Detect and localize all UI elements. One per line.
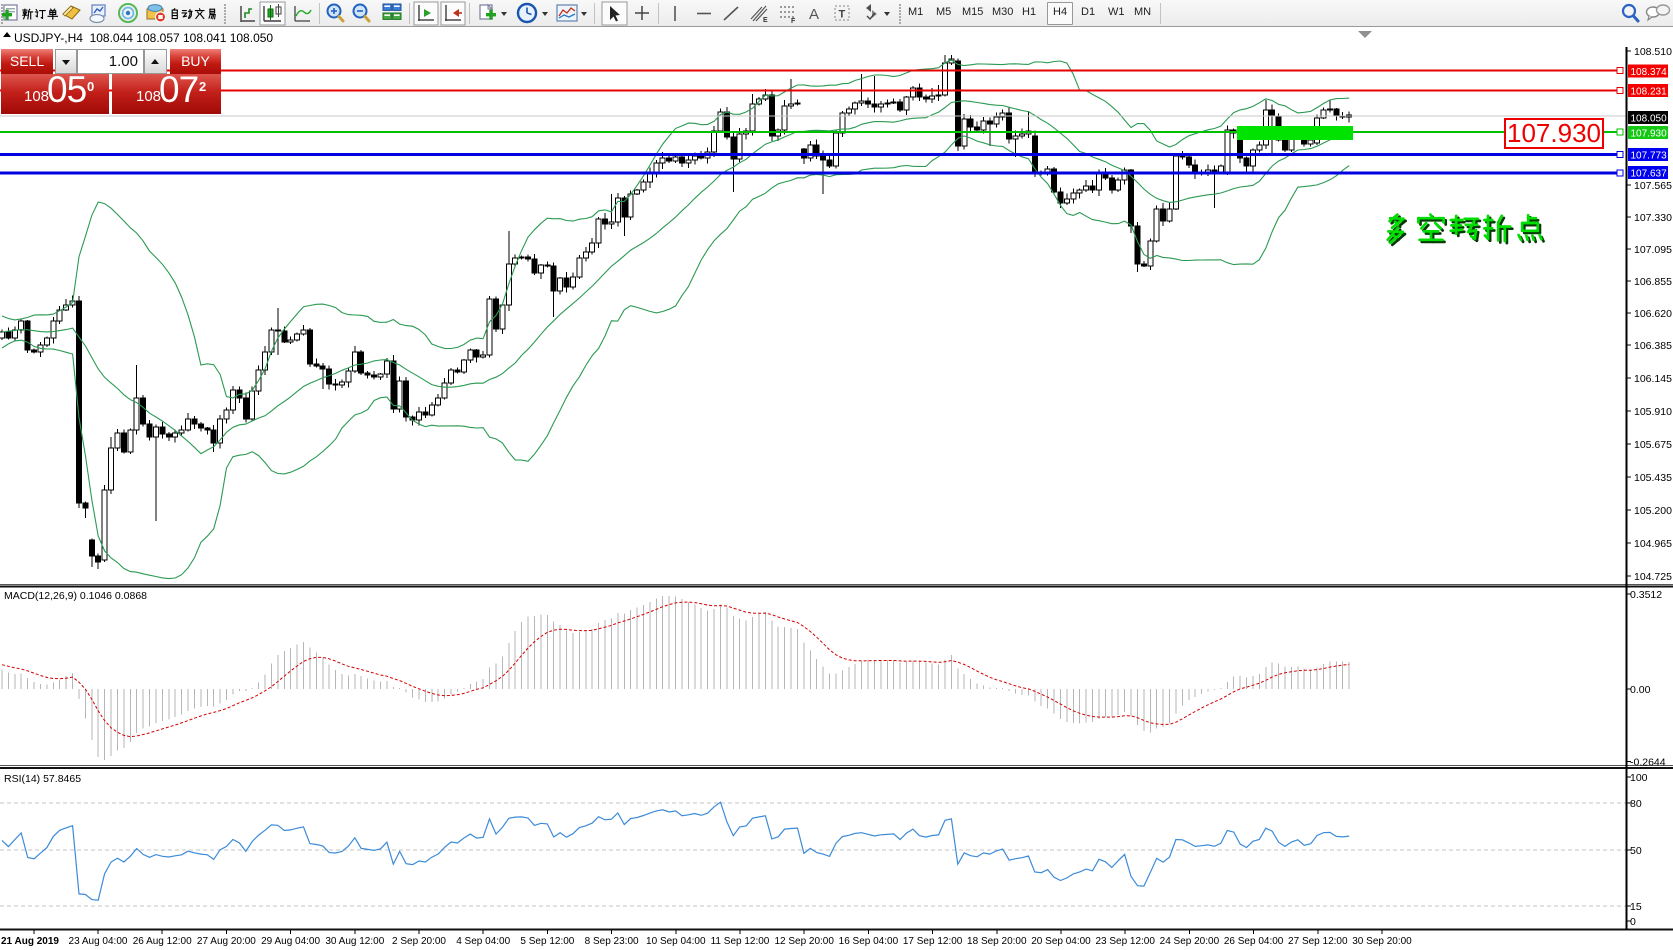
- svg-text:17 Sep 12:00: 17 Sep 12:00: [903, 936, 963, 947]
- svg-text:105.435: 105.435: [1634, 472, 1672, 484]
- svg-text:100: 100: [1630, 772, 1648, 784]
- svg-text:27 Sep 12:00: 27 Sep 12:00: [1288, 936, 1348, 947]
- svg-text:11 Sep 12:00: 11 Sep 12:00: [711, 936, 770, 947]
- svg-text:26 Sep 04:00: 26 Sep 04:00: [1224, 936, 1284, 947]
- svg-text:18 Sep 20:00: 18 Sep 20:00: [967, 936, 1027, 947]
- svg-text:80: 80: [1630, 798, 1642, 810]
- svg-text:30 Sep 20:00: 30 Sep 20:00: [1352, 936, 1412, 947]
- svg-text:105.675: 105.675: [1634, 439, 1672, 451]
- svg-text:108.374: 108.374: [1631, 67, 1668, 78]
- svg-text:21 Aug 2019: 21 Aug 2019: [1, 936, 59, 947]
- svg-text:0: 0: [1630, 916, 1636, 928]
- svg-text:10 Sep 04:00: 10 Sep 04:00: [646, 936, 706, 947]
- svg-text:MACD(12,26,9) 0.1046 0.0868: MACD(12,26,9) 0.1046 0.0868: [4, 590, 147, 602]
- svg-text:-0.2644: -0.2644: [1630, 757, 1666, 769]
- svg-text:24 Sep 20:00: 24 Sep 20:00: [1160, 936, 1220, 947]
- svg-text:2 Sep 20:00: 2 Sep 20:00: [392, 936, 446, 947]
- svg-text:107.773: 107.773: [1631, 151, 1668, 162]
- svg-text:107.565: 107.565: [1634, 180, 1672, 192]
- svg-text:12 Sep 20:00: 12 Sep 20:00: [774, 936, 834, 947]
- svg-text:50: 50: [1630, 845, 1642, 857]
- svg-text:A: A: [809, 6, 819, 23]
- svg-text:26 Aug 12:00: 26 Aug 12:00: [133, 936, 192, 947]
- svg-text:105.200: 105.200: [1634, 505, 1672, 517]
- svg-text:107.637: 107.637: [1631, 169, 1668, 180]
- svg-text:E: E: [763, 17, 768, 24]
- svg-text:23 Sep 12:00: 23 Sep 12:00: [1095, 936, 1155, 947]
- svg-text:106.620: 106.620: [1634, 308, 1672, 320]
- svg-text:4 Sep 04:00: 4 Sep 04:00: [456, 936, 510, 947]
- svg-text:F: F: [791, 18, 796, 25]
- svg-text:5 Sep 12:00: 5 Sep 12:00: [520, 936, 574, 947]
- svg-text:T: T: [839, 9, 846, 21]
- svg-text:29 Aug 04:00: 29 Aug 04:00: [261, 936, 320, 947]
- svg-text:105.910: 105.910: [1634, 406, 1672, 418]
- svg-text:108.050: 108.050: [1631, 114, 1668, 125]
- svg-text:8 Sep 23:00: 8 Sep 23:00: [585, 936, 639, 947]
- svg-text:16 Sep 04:00: 16 Sep 04:00: [839, 936, 899, 947]
- svg-text:20 Sep 04:00: 20 Sep 04:00: [1031, 936, 1091, 947]
- svg-text:107.095: 107.095: [1634, 244, 1672, 256]
- svg-text:108.231: 108.231: [1631, 87, 1668, 98]
- svg-text:0.3512: 0.3512: [1630, 589, 1662, 601]
- svg-text:106.145: 106.145: [1634, 373, 1672, 385]
- svg-text:107.330: 107.330: [1634, 212, 1672, 224]
- svg-text:15: 15: [1630, 901, 1642, 913]
- svg-text:23 Aug 04:00: 23 Aug 04:00: [69, 936, 128, 947]
- svg-text:106.385: 106.385: [1634, 340, 1672, 352]
- svg-text:0.00: 0.00: [1630, 684, 1651, 696]
- svg-text:107.930: 107.930: [1631, 129, 1668, 140]
- svg-text:27 Aug 20:00: 27 Aug 20:00: [197, 936, 256, 947]
- svg-text:RSI(14) 57.8465: RSI(14) 57.8465: [4, 773, 81, 785]
- svg-text:30 Aug 12:00: 30 Aug 12:00: [325, 936, 384, 947]
- svg-text:106.855: 106.855: [1634, 276, 1672, 288]
- svg-text:108.510: 108.510: [1634, 46, 1672, 58]
- svg-text:104.725: 104.725: [1634, 571, 1672, 583]
- svg-text:104.965: 104.965: [1634, 538, 1672, 550]
